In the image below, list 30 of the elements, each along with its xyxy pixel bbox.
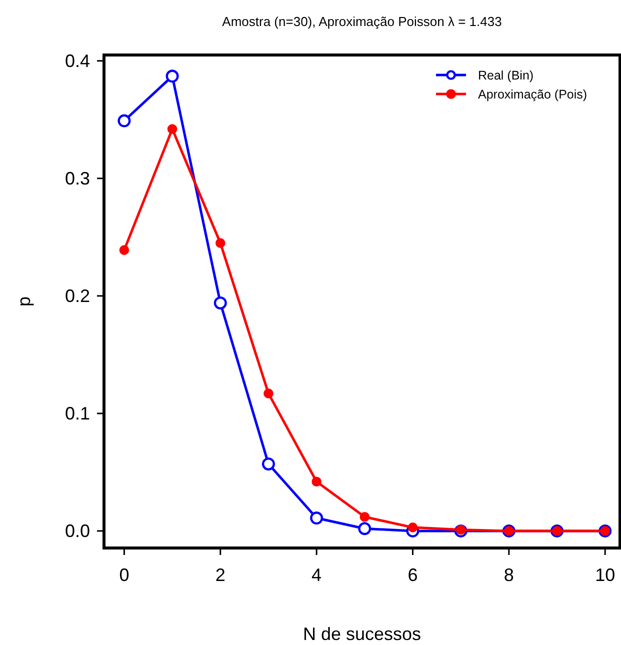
chart-title: Amostra (n=30), Aproximação Poisson λ = 1.433	[222, 14, 502, 29]
point	[215, 238, 226, 248]
x-tick-label: 0	[119, 565, 130, 585]
y-tick-label: 0.3	[64, 168, 90, 188]
y-axis-title: p	[14, 296, 34, 307]
point	[118, 114, 131, 128]
y-tick-label: 0.0	[64, 520, 90, 541]
point	[312, 476, 322, 486]
x-tick-label: 2	[215, 565, 226, 585]
point	[360, 512, 370, 522]
x-axis-title: N de sucessos	[302, 624, 422, 644]
point	[166, 70, 179, 83]
point	[358, 522, 372, 536]
x-tick-label: 6	[408, 565, 418, 585]
point	[408, 522, 418, 532]
x-tick-label: 4	[312, 565, 322, 585]
legend-label: Real (Bin)	[478, 68, 534, 82]
point	[456, 524, 466, 535]
point	[214, 296, 227, 310]
point	[167, 124, 178, 134]
point	[119, 245, 130, 255]
x-tick-label: 8	[504, 565, 514, 585]
point	[310, 512, 324, 525]
y-tick-label: 0.2	[64, 286, 90, 306]
point	[264, 388, 274, 398]
y-tick-label: 0.4	[64, 50, 90, 71]
point	[262, 457, 275, 470]
legend-label: Aproximação (Pois)	[478, 88, 588, 102]
y-tick-label: 0.1	[64, 403, 90, 424]
x-tick-label: 10	[595, 565, 616, 585]
